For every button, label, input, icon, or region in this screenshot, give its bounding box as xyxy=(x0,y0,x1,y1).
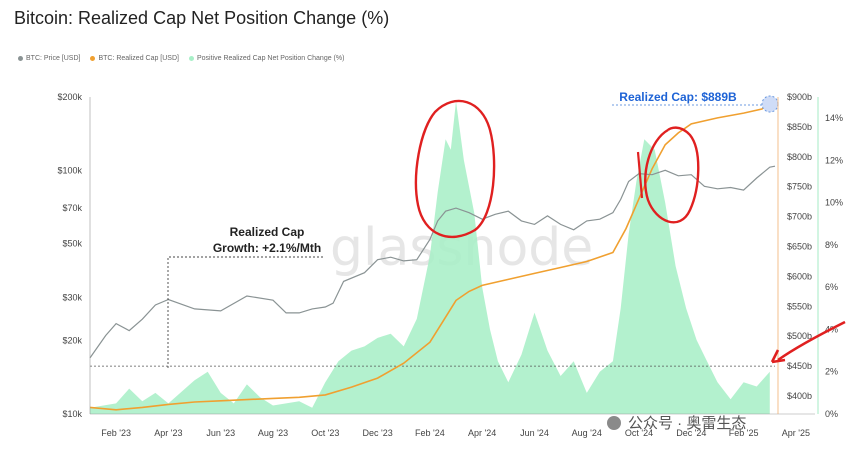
legend: BTC: Price [USD] BTC: Realized Cap [USD]… xyxy=(18,55,344,62)
x-tick-label: Oct '24 xyxy=(625,428,653,438)
red-arrow-shaft xyxy=(777,320,846,362)
y-right-cap-tick-label: $700b xyxy=(787,212,812,222)
y-right-cap-tick-label: $500b xyxy=(787,331,812,341)
red-arrow-head xyxy=(770,349,786,364)
realized-cap-callout: Realized Cap: $889B xyxy=(619,90,737,104)
x-tick-label: Jun '24 xyxy=(520,428,549,438)
legend-item-realized-cap[interactable]: BTC: Realized Cap [USD] xyxy=(90,55,179,62)
growth-bracket xyxy=(167,256,325,368)
legend-label-realized-cap: BTC: Realized Cap [USD] xyxy=(98,55,179,62)
y-left-tick-label: $20k xyxy=(62,336,82,346)
red-circle-2024-peak xyxy=(414,99,496,239)
chart-title: Bitcoin: Realized Cap Net Position Chang… xyxy=(14,8,390,28)
legend-item-net-position[interactable]: Positive Realized Cap Net Position Chang… xyxy=(188,55,345,62)
y-left-tick-label: $10k xyxy=(62,409,82,419)
y-right-cap-tick-label: $550b xyxy=(787,301,812,311)
legend-dot-price xyxy=(18,56,23,61)
x-tick-label: Aug '23 xyxy=(258,428,288,438)
y-right-pct-tick-label: 2% xyxy=(825,367,838,377)
legend-item-price[interactable]: BTC: Price [USD] xyxy=(18,55,80,62)
growth-label-line2: Growth: +2.1%/Mth xyxy=(213,241,321,255)
hand-drawn-overlay: 公众号 · 奥雷生态 xyxy=(414,99,846,432)
y-right-pct-tick-label: 10% xyxy=(825,198,843,208)
callout-marker xyxy=(761,95,779,113)
growth-label-line1: Realized Cap xyxy=(230,225,305,239)
x-tick-label: Jun '23 xyxy=(206,428,235,438)
x-tick-label: Dec '23 xyxy=(362,428,392,438)
y-right-cap-tick-label: $800b xyxy=(787,152,812,162)
y-right-pct-tick-label: 12% xyxy=(825,155,843,165)
y-right-pct-tick-label: 14% xyxy=(825,113,843,123)
y-right-cap-tick-label: $900b xyxy=(787,92,812,102)
realized-cap-line xyxy=(89,102,771,411)
y-right-cap-tick-label: $650b xyxy=(787,242,812,252)
y-right-pct-tick-label: 8% xyxy=(825,240,838,250)
wechat-icon xyxy=(607,416,621,430)
red-circle-2025-peak xyxy=(644,126,700,224)
y-left-tick-label: $200k xyxy=(57,92,82,102)
legend-dot-realized-cap xyxy=(90,56,96,61)
x-tick-label: Aug '24 xyxy=(572,428,602,438)
source-watermark: 公众号 · 奥雷生态 xyxy=(607,415,746,432)
y-left-tick-label: $30k xyxy=(62,293,82,303)
legend-label-net-position: Positive Realized Cap Net Position Chang… xyxy=(196,55,345,62)
y-left-tick-label: $50k xyxy=(62,239,82,249)
x-tick-label: Dec '24 xyxy=(676,428,706,438)
x-tick-label: Feb '23 xyxy=(101,428,131,438)
red-stroke-mark xyxy=(636,151,644,199)
y-right-pct-tick-label: 0% xyxy=(825,409,838,419)
x-tick-label: Apr '24 xyxy=(468,428,496,438)
y-right-pct-tick-label: 6% xyxy=(825,282,838,292)
x-tick-label: Feb '24 xyxy=(415,428,445,438)
y-right-cap-tick-label: $400b xyxy=(787,391,812,401)
y-right-cap-tick-label: $450b xyxy=(787,361,812,371)
x-tick-label: Oct '23 xyxy=(311,428,339,438)
series-lines xyxy=(89,102,776,411)
net-position-area-path xyxy=(90,101,770,414)
x-tick-label: Apr '25 xyxy=(782,428,810,438)
x-tick-label: Apr '23 xyxy=(154,428,182,438)
y-right-cap-tick-label: $750b xyxy=(787,182,812,192)
x-tick-label: Feb '25 xyxy=(729,428,759,438)
legend-dot-net-position xyxy=(188,56,194,61)
annotations: Realized Cap Growth: +2.1%/Mth Realized Ca… xyxy=(167,90,779,368)
y-left-tick-label: $100k xyxy=(57,165,82,175)
axes: $10k $20k $30k $50k $70k $100k $200k Feb '23 Apr… xyxy=(57,92,843,438)
legend-label-price: BTC: Price [USD] xyxy=(26,55,81,62)
net-position-area xyxy=(90,101,770,414)
price-line xyxy=(89,165,776,359)
y-right-cap-tick-label: $850b xyxy=(787,122,812,132)
y-left-tick-label: $70k xyxy=(62,203,82,213)
y-right-cap-tick-label: $600b xyxy=(787,271,812,281)
source-watermark-text: 公众号 · 奥雷生态 xyxy=(628,415,746,432)
